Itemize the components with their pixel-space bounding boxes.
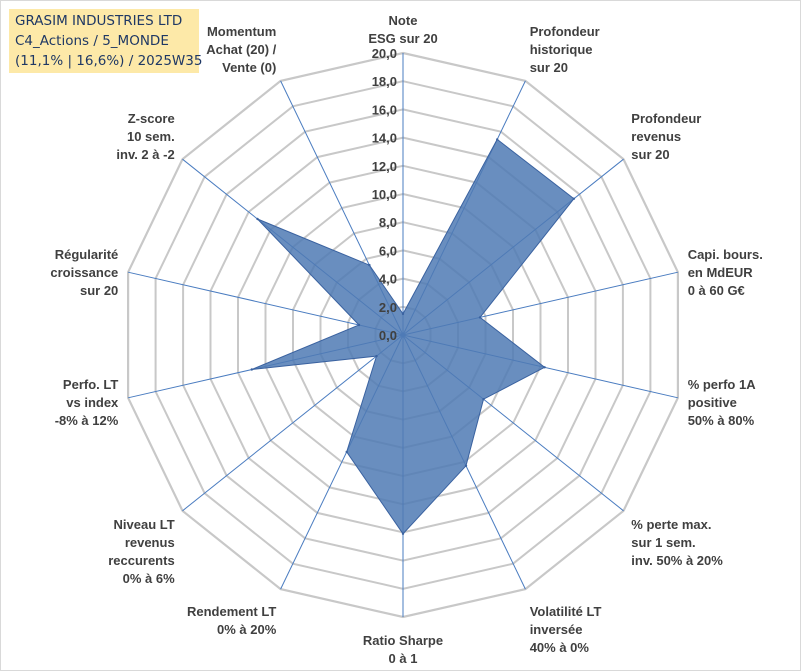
tick-label: 20,0 xyxy=(372,46,397,61)
axis-label: Perfo. LT vs index -8% à 12% xyxy=(55,377,119,428)
axis-label-line: Profondeur xyxy=(530,24,600,39)
axis-label: Rendement LT 0% à 20% xyxy=(187,604,277,637)
tick-label: 0,0 xyxy=(379,328,397,343)
company-name: GRASIM INDUSTRIES LTD xyxy=(15,13,183,29)
axis-label-line: % perfo 1A xyxy=(688,377,757,392)
data-point xyxy=(478,316,482,319)
data-point xyxy=(572,197,576,200)
axis-label-line: croissance xyxy=(50,265,118,280)
axis-label: Note ESG sur 20 xyxy=(368,13,437,46)
axis-label-line: sur 20 xyxy=(631,147,669,162)
axis-label-line: 0% à 6% xyxy=(123,571,175,586)
axis-label-line: revenus xyxy=(125,535,175,550)
axis-label-line: 10 sem. xyxy=(127,129,175,144)
axis-label-line: 0 à 60 G€ xyxy=(688,283,745,298)
axis-label-line: Z-score xyxy=(128,111,175,126)
axis-label-line: inv. 50% à 20% xyxy=(631,553,723,568)
axis-label-line: Note xyxy=(389,13,418,28)
data-point xyxy=(357,323,361,327)
data-point xyxy=(250,368,253,371)
axis-labels: Note ESG sur 20 Profondeur historique sur 20… xyxy=(50,13,762,666)
axis-label-line: ESG sur 20 xyxy=(368,31,437,46)
tick-label: 6,0 xyxy=(379,243,397,258)
axis-label: Niveau LT revenus reccurents 0% à 6% xyxy=(108,517,175,586)
data-point xyxy=(368,263,371,267)
data-point xyxy=(464,464,468,467)
tick-label: 18,0 xyxy=(372,74,397,89)
axis-label-line: Momentum xyxy=(207,24,276,39)
axis-label-line: Rendement LT xyxy=(187,604,276,619)
axis-label: % perte max. sur 1 sem. inv. 50% à 20% xyxy=(631,517,723,568)
data-point xyxy=(256,217,259,221)
radial-tick-labels: 0,0 2,0 4,0 6,0 8,0 10,0 12,0 14,0 16,0 18,0 20,0 xyxy=(372,46,397,343)
data-point xyxy=(496,138,499,141)
axis-label-line: inversée xyxy=(530,622,583,637)
tick-label: 2,0 xyxy=(379,300,397,315)
axis-label-line: reccurents xyxy=(108,553,174,568)
axis-label-line: revenus xyxy=(631,129,681,144)
axis-label-line: sur 20 xyxy=(530,60,568,75)
tick-label: 16,0 xyxy=(372,102,397,117)
axis-label-line: Achat (20) / xyxy=(206,42,276,57)
data-point xyxy=(375,354,378,358)
axis-label-line: 50% à 80% xyxy=(688,413,755,428)
axis-label: Ratio Sharpe 0 à 1 xyxy=(363,633,443,666)
axis-label-line: % perte max. xyxy=(631,517,711,532)
axis-label-line: Vente (0) xyxy=(222,60,276,75)
axis-label: Volatilité LT inversée 40% à 0% xyxy=(530,604,602,655)
axis-label-line: 40% à 0% xyxy=(530,640,590,655)
axis-label-line: Régularité xyxy=(55,247,119,262)
stats-week: (11,1% | 16,6%) / 2025W35 xyxy=(15,53,203,69)
series-area xyxy=(251,138,575,535)
tick-label: 8,0 xyxy=(379,215,397,230)
axis-label: Régularité croissance sur 20 xyxy=(50,247,118,298)
axis-label-line: Niveau LT xyxy=(114,517,175,532)
tick-label: 4,0 xyxy=(379,272,397,287)
tick-label: 12,0 xyxy=(372,159,397,174)
axis-label-line: positive xyxy=(688,395,737,410)
data-point xyxy=(482,398,485,401)
axis-label-line: Capi. bours. xyxy=(688,247,763,262)
axis-label: Profondeur historique sur 20 xyxy=(530,24,600,75)
axis-label: Profondeur revenus sur 20 xyxy=(631,111,701,162)
radar-spoke xyxy=(127,271,404,336)
axis-label-line: Profondeur xyxy=(631,111,701,126)
axis-label-line: historique xyxy=(530,42,593,57)
axis-label-line: vs index xyxy=(66,395,119,410)
axis-label-line: Volatilité LT xyxy=(530,604,602,619)
tick-label: 14,0 xyxy=(372,131,397,146)
axis-label-line: -8% à 12% xyxy=(55,413,119,428)
axis-label-line: en MdEUR xyxy=(688,265,754,280)
axis-label: Momentum Achat (20) / Vente (0) xyxy=(206,24,276,75)
tick-label: 10,0 xyxy=(372,187,397,202)
data-point xyxy=(401,312,405,316)
axis-label-line: 0 à 1 xyxy=(389,651,418,666)
data-point xyxy=(543,366,546,369)
data-point xyxy=(401,532,405,535)
radar-series xyxy=(250,138,576,535)
category-path: C4_Actions / 5_MONDE xyxy=(15,33,169,49)
axis-label-line: inv. 2 à -2 xyxy=(116,147,174,162)
axis-label: % perfo 1A positive 50% à 80% xyxy=(688,377,757,428)
axis-label-line: sur 20 xyxy=(80,283,118,298)
axis-label-line: Perfo. LT xyxy=(63,377,118,392)
axis-label-line: Ratio Sharpe xyxy=(363,633,443,648)
axis-label: Capi. bours. en MdEUR 0 à 60 G€ xyxy=(688,247,763,298)
radar-spoke xyxy=(182,334,404,512)
axis-label-line: sur 1 sem. xyxy=(631,535,695,550)
axis-label-line: 0% à 20% xyxy=(217,622,277,637)
data-point xyxy=(345,450,348,454)
axis-label: Z-score 10 sem. inv. 2 à -2 xyxy=(116,111,174,162)
chart-info-box: GRASIM INDUSTRIES LTD C4_Actions / 5_MON… xyxy=(9,9,203,73)
